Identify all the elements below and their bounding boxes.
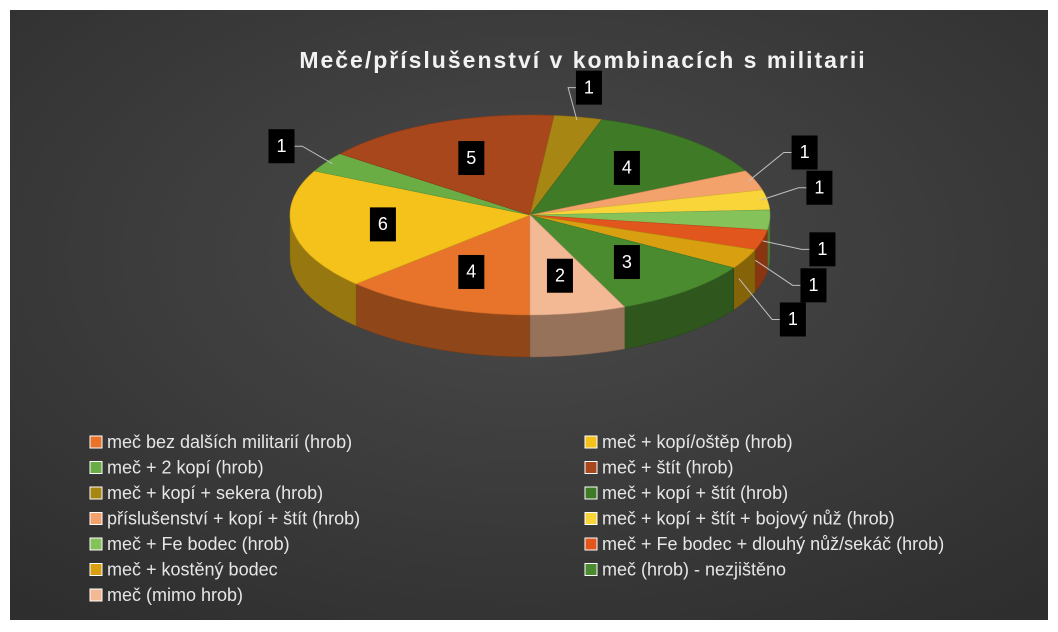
leader-line	[755, 259, 801, 286]
data-label: 1	[814, 177, 824, 197]
data-label-box	[791, 135, 818, 170]
leader-line	[738, 278, 780, 320]
data-label-box	[779, 302, 806, 337]
data-label: 4	[466, 262, 476, 282]
data-label: 1	[788, 309, 798, 329]
data-label-box	[458, 141, 485, 176]
data-label: 1	[808, 275, 818, 295]
legend-swatch	[584, 461, 598, 474]
data-label: 1	[584, 77, 594, 97]
legend-swatch	[89, 563, 103, 576]
data-label: 6	[378, 214, 388, 234]
legend-label: meč + Fe bodec + dlouhý nůž/sekáč (hrob)	[602, 534, 944, 554]
data-label-box	[268, 129, 295, 164]
legend-swatch	[89, 512, 103, 525]
data-label: 3	[622, 252, 632, 272]
legend-label: meč (mimo hrob)	[107, 585, 243, 605]
data-label: 1	[277, 136, 287, 156]
legend-label: meč + kostěný bodec	[107, 559, 278, 579]
slice	[313, 153, 531, 216]
slice	[529, 115, 603, 216]
legend-label: meč + štít (hrob)	[602, 457, 734, 477]
data-label-box	[806, 170, 833, 205]
legend-label: příslušenství + kopí + štít (hrob)	[107, 508, 360, 528]
slice	[339, 114, 555, 216]
leader-line	[762, 240, 810, 250]
leader-line	[759, 187, 807, 201]
slice	[529, 189, 771, 216]
legend-label: meč (hrob) - nezjištěno	[602, 559, 786, 579]
data-label: 5	[466, 148, 476, 168]
legend-label: meč + kopí + štít (hrob)	[602, 483, 788, 503]
legend-label: meč + kopí/oštěp (hrob)	[602, 432, 793, 452]
data-label: 4	[622, 158, 632, 178]
leader-line	[294, 145, 333, 165]
legend-swatch	[584, 563, 598, 576]
data-label-box	[800, 268, 827, 303]
legend-swatch	[89, 461, 103, 474]
chart-title: Meče/příslušenství v kombinacích s milit…	[299, 47, 866, 73]
slice	[289, 170, 532, 285]
legend-swatch	[89, 486, 103, 500]
legend-label: meč + Fe bodec (hrob)	[107, 534, 290, 554]
slice	[529, 170, 763, 216]
data-label-box	[809, 232, 836, 267]
legend-swatch	[89, 537, 103, 551]
slice	[529, 214, 756, 269]
legend-label: meč + kopí + sekera (hrob)	[107, 483, 323, 503]
legend-swatch	[584, 537, 598, 551]
data-label: 1	[800, 142, 810, 162]
legend-swatch	[584, 435, 598, 449]
data-label: 1	[817, 239, 827, 259]
legend-swatch	[584, 486, 598, 500]
data-label-box	[369, 207, 396, 242]
legend-swatch	[89, 435, 103, 449]
legend-label: meč + 2 kopí (hrob)	[107, 457, 264, 477]
legend-label: meč + kopí + štít + bojový nůž (hrob)	[602, 508, 895, 528]
legend-swatch	[584, 512, 598, 525]
legend-swatch	[89, 588, 103, 602]
data-label-box	[613, 245, 640, 280]
leader-line	[567, 87, 578, 121]
slice	[529, 209, 771, 231]
data-label-box	[613, 150, 640, 185]
data-label: 2	[555, 265, 565, 285]
data-label-box	[575, 70, 602, 105]
data-label-box	[458, 254, 485, 289]
leader-line	[747, 151, 792, 182]
data-label-box	[546, 258, 573, 293]
legend-label: meč bez dalších militarií (hrob)	[107, 432, 352, 452]
slice	[355, 214, 531, 316]
slice	[529, 214, 768, 251]
